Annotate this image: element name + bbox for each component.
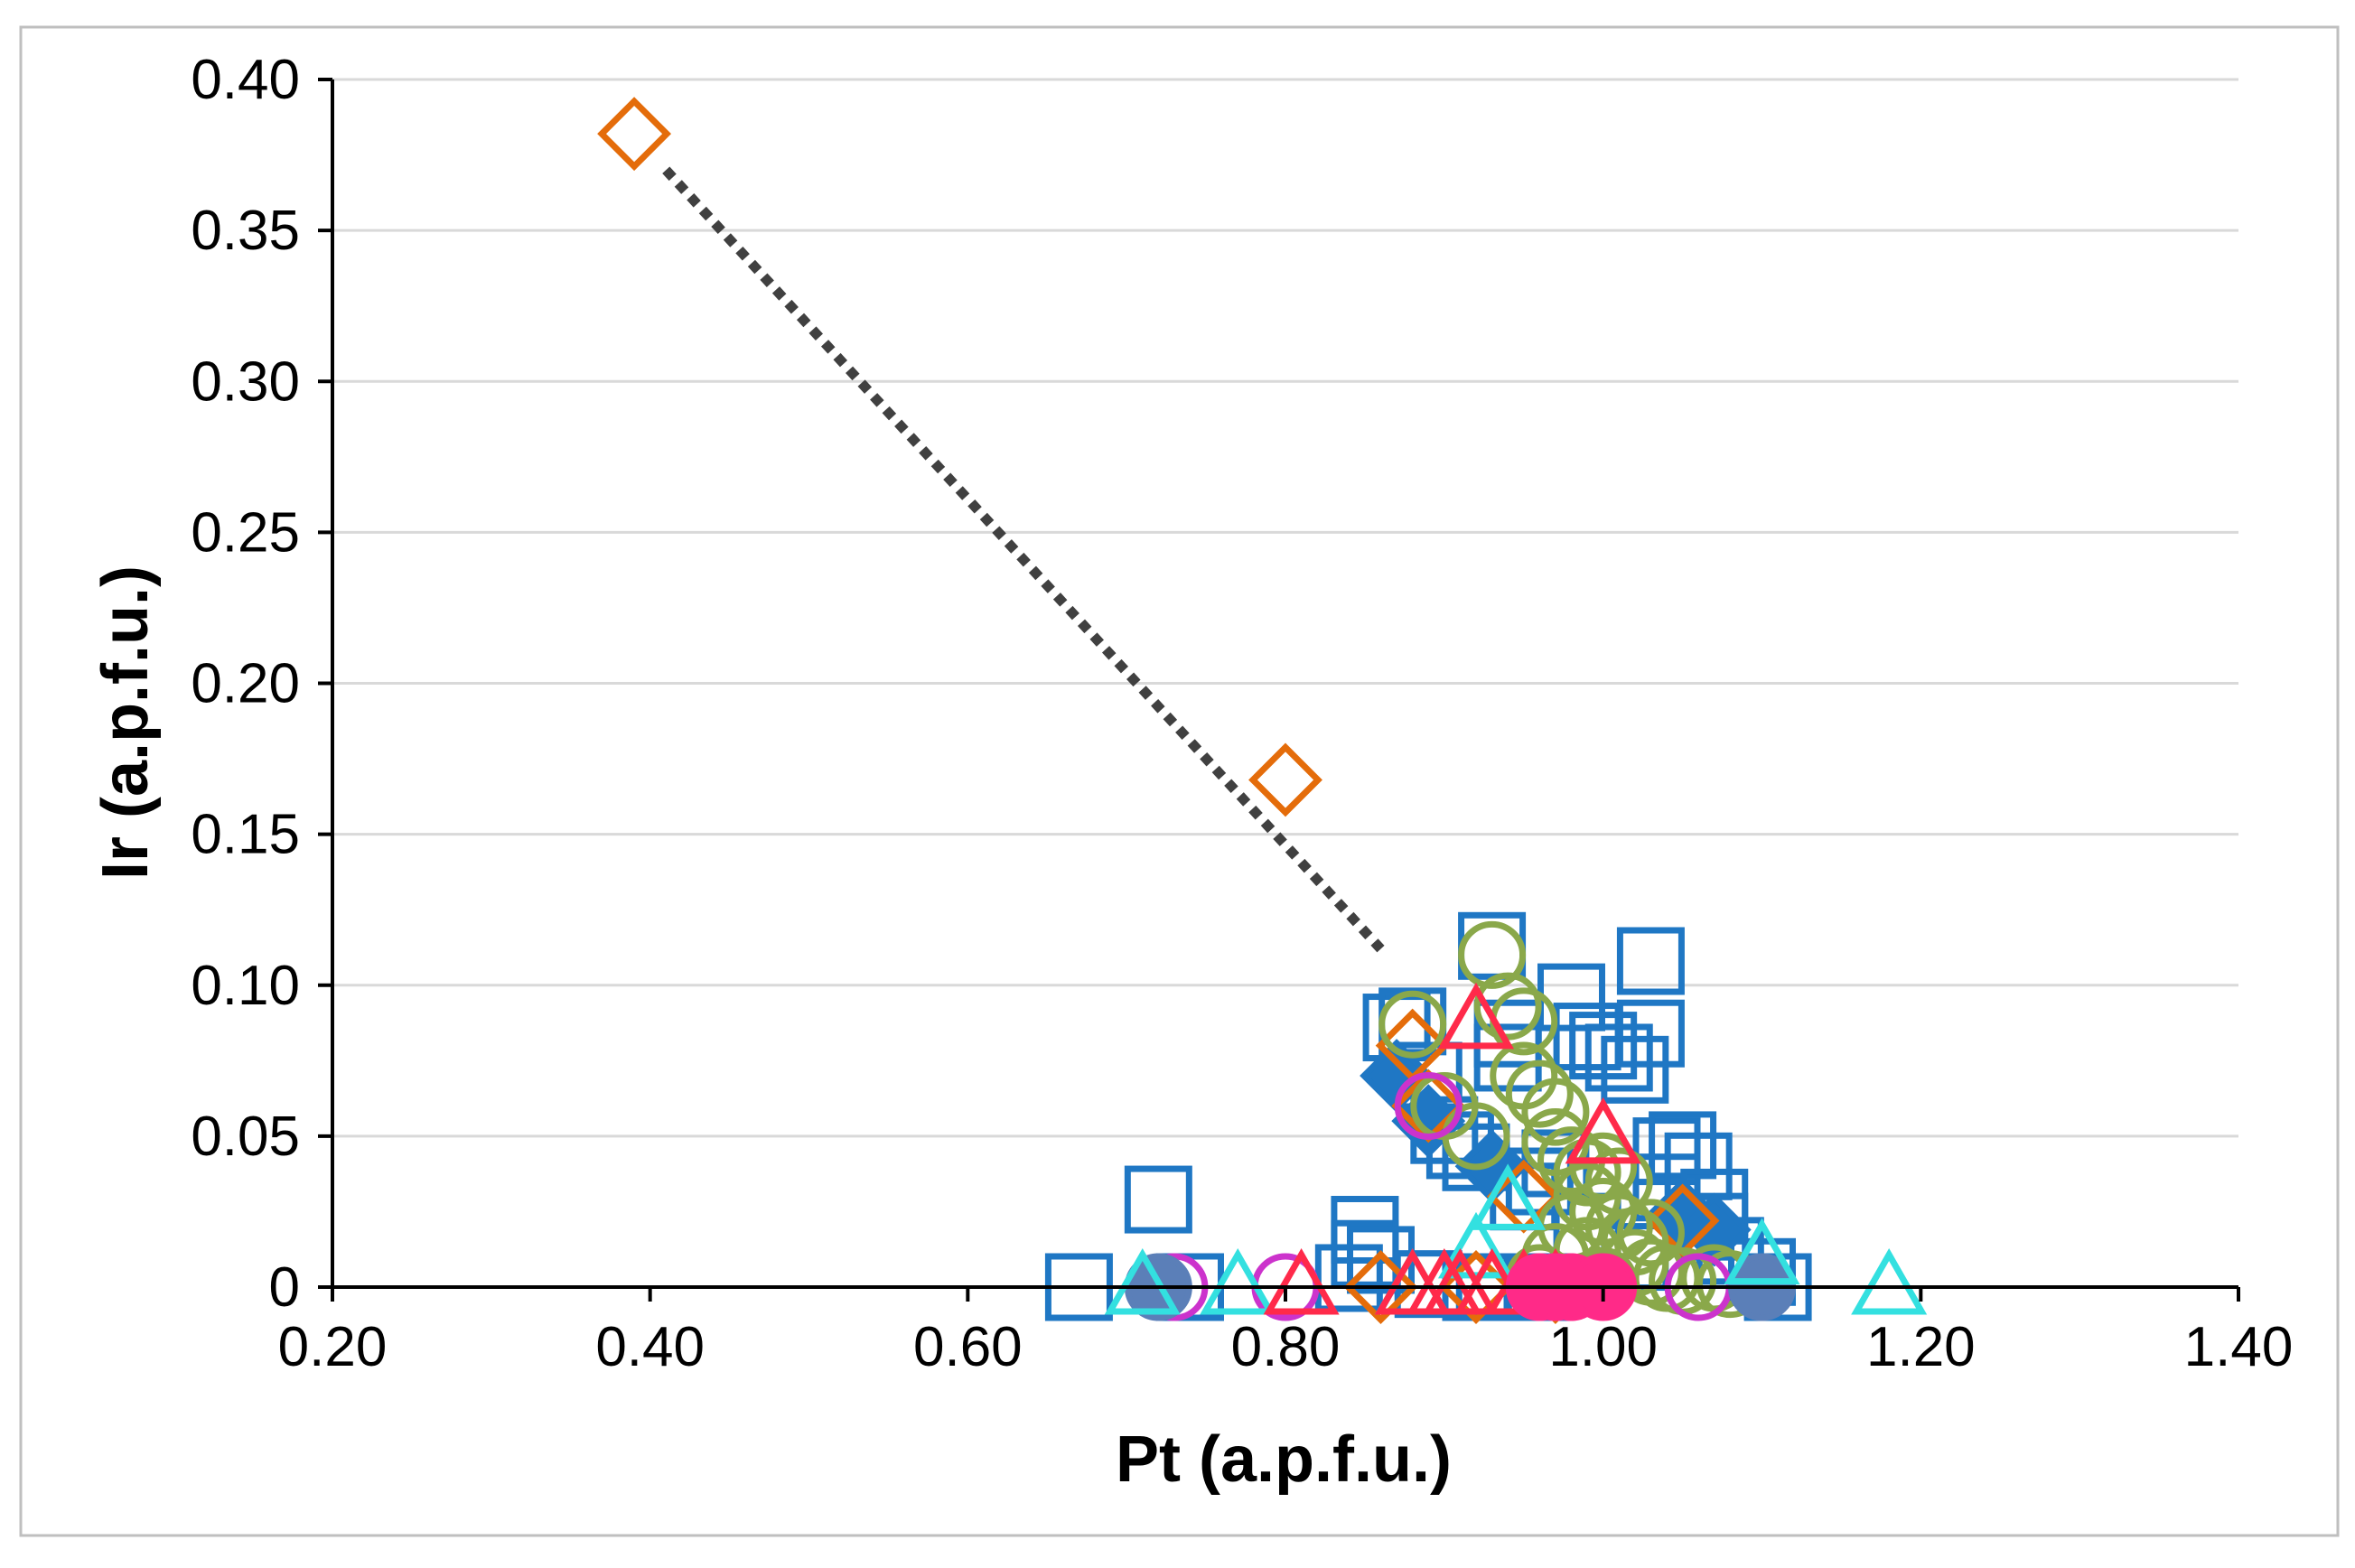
y-tick-label: 0.40 — [191, 49, 300, 111]
y-tick-label: 0 — [269, 1256, 300, 1319]
x-tick-label: 1.00 — [1548, 1316, 1658, 1378]
data-point-triangle — [1470, 1163, 1547, 1230]
data-point-triangle — [1263, 1247, 1340, 1315]
y-tick-label: 0.10 — [191, 955, 300, 1017]
x-tick-label: 1.40 — [2184, 1316, 2294, 1378]
data-point-circle — [1521, 1078, 1590, 1146]
data-point-circle — [1394, 1071, 1463, 1140]
data-point-square — [1124, 1165, 1192, 1234]
data-point-square — [1473, 999, 1542, 1068]
data-point-circle — [1378, 990, 1447, 1059]
tick-labels: 0 0.05 0.10 0.15 0.20 0.25 0.30 0.35 0.40 0.20 0.4… — [191, 49, 2293, 1378]
y-tick-label: 0.25 — [191, 501, 300, 564]
data-point-circle — [1473, 972, 1542, 1041]
data-point-circle — [1616, 1199, 1685, 1267]
data-point-triangle — [1104, 1247, 1181, 1315]
data-point-square — [1616, 927, 1685, 995]
y-axis-title: Ir (a.p.f.u.) — [89, 565, 162, 880]
x-tick-label: 0.60 — [913, 1316, 1023, 1378]
y-tick-label: 0.30 — [191, 350, 300, 413]
y-tick-label: 0.35 — [191, 200, 300, 262]
axes — [318, 78, 2240, 1302]
x-tick-label: 0.80 — [1231, 1316, 1341, 1378]
trendline — [662, 166, 1385, 953]
data-point-diamond — [1248, 742, 1322, 817]
data-point-triangle — [1437, 982, 1515, 1050]
x-tick-label: 1.20 — [1866, 1316, 1976, 1378]
x-tick-label: 0.20 — [278, 1316, 388, 1378]
data-point-triangle — [1437, 1211, 1515, 1279]
data-point-triangle — [1200, 1247, 1276, 1315]
y-tick-label: 0.20 — [191, 653, 300, 715]
x-tick-label: 0.40 — [595, 1316, 705, 1378]
data-point-triangle — [1565, 1097, 1641, 1164]
data-point-triangle — [1851, 1247, 1928, 1315]
data-point-square — [1616, 999, 1685, 1068]
gridlines — [332, 78, 2238, 1138]
data-point-triangle — [1724, 1218, 1800, 1285]
data-point-diamond — [597, 97, 672, 172]
x-axis-title: Pt (a.p.f.u.) — [1116, 1423, 1452, 1496]
data-point-square — [1601, 1035, 1669, 1104]
y-tick-label: 0.05 — [191, 1106, 300, 1168]
data-point-circle — [1505, 1059, 1574, 1128]
data-point-circle — [1442, 1102, 1510, 1171]
data-points — [597, 97, 1928, 1324]
y-tick-label: 0.15 — [191, 804, 300, 866]
trendline-layer — [662, 166, 1385, 953]
data-point-circle — [1458, 920, 1527, 989]
